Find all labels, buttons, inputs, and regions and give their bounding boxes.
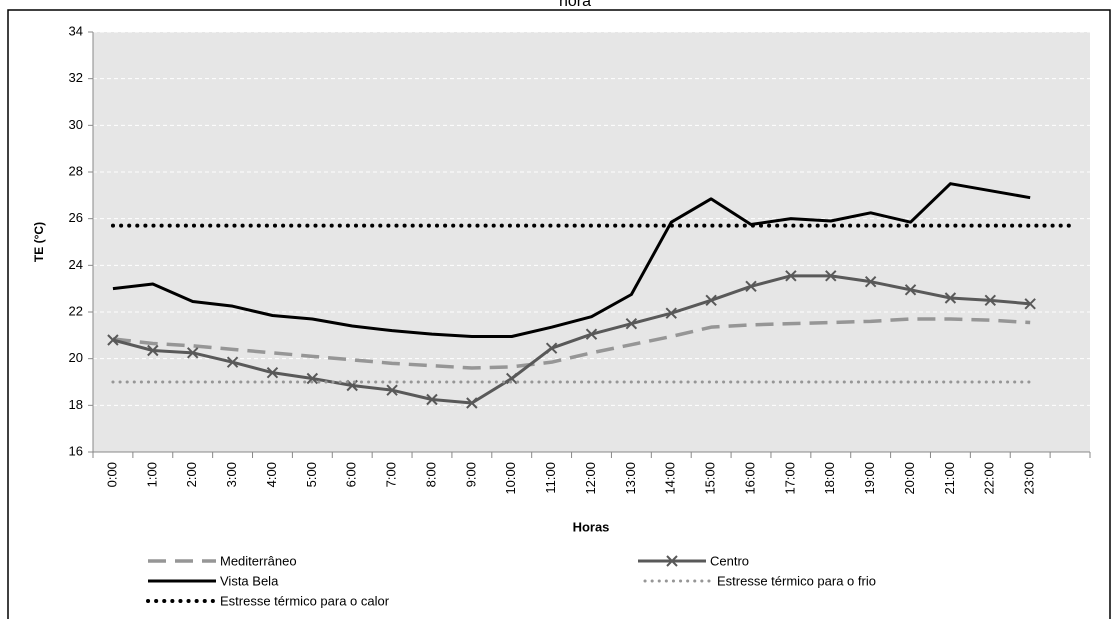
y-tick-label: 18 xyxy=(69,397,83,412)
marker xyxy=(625,317,638,330)
y-tick-label: 26 xyxy=(69,210,83,225)
x-tick-label: 20:00 xyxy=(902,462,917,495)
marker xyxy=(745,280,757,293)
marker xyxy=(904,284,917,296)
x-tick-label: 5:00 xyxy=(304,462,319,487)
chart-title: hora xyxy=(559,0,591,10)
y-tick-label: 20 xyxy=(69,350,83,365)
x-tick-label: 11:00 xyxy=(543,462,558,494)
x-tick-label: 13:00 xyxy=(623,462,638,495)
y-tick-label: 28 xyxy=(69,163,83,178)
x-tick-label: 1:00 xyxy=(144,462,159,487)
x-tick-label: 22:00 xyxy=(982,462,997,495)
x-tick-label: 18:00 xyxy=(822,462,837,495)
marker xyxy=(705,294,717,307)
marker xyxy=(226,356,239,368)
series-line xyxy=(112,182,1031,338)
marker xyxy=(107,334,119,346)
marker xyxy=(545,342,558,354)
y-tick-label: 30 xyxy=(69,117,83,132)
x-tick-label: 12:00 xyxy=(583,462,598,495)
x-tick-label: 9:00 xyxy=(463,462,478,487)
legend-label: Vista Bela xyxy=(220,573,279,588)
x-tick-label: 17:00 xyxy=(782,462,797,495)
marker xyxy=(147,344,159,357)
x-tick-label: 2:00 xyxy=(184,462,199,487)
legend-marker xyxy=(666,555,678,567)
marker xyxy=(984,294,997,307)
marker xyxy=(506,372,518,385)
marker xyxy=(864,275,877,288)
series-line xyxy=(112,317,1031,370)
y-tick-label: 34 xyxy=(69,23,83,38)
y-tick-label: 22 xyxy=(69,303,83,318)
x-tick-label: 3:00 xyxy=(224,462,239,487)
marker xyxy=(426,393,438,406)
x-tick-label: 4:00 xyxy=(264,462,279,487)
legend-label: Mediterrâneo xyxy=(220,553,297,568)
x-tick-label: 0:00 xyxy=(104,462,119,487)
y-tick-label: 16 xyxy=(69,443,83,458)
marker xyxy=(1024,298,1036,310)
x-tick-label: 16:00 xyxy=(742,462,757,495)
legend-label: Estresse térmico para o calor xyxy=(220,593,390,608)
marker xyxy=(944,292,957,304)
y-axis-title: TE (°C) xyxy=(32,222,46,262)
legend-label: Centro xyxy=(710,553,749,568)
x-tick-label: 21:00 xyxy=(942,462,957,495)
x-tick-label: 10:00 xyxy=(503,462,518,495)
marker xyxy=(266,366,279,379)
marker xyxy=(306,372,319,385)
x-tick-label: 8:00 xyxy=(423,462,438,487)
marker xyxy=(186,347,199,359)
x-tick-label: 7:00 xyxy=(384,462,399,487)
marker xyxy=(585,328,598,340)
x-tick-label: 19:00 xyxy=(862,462,877,495)
series-line xyxy=(112,274,1031,405)
marker xyxy=(466,397,478,409)
x-axis-title: Horas xyxy=(573,519,610,534)
y-tick-label: 32 xyxy=(69,70,83,85)
marker xyxy=(785,270,797,282)
marker xyxy=(825,270,837,282)
plot-area xyxy=(93,32,1090,452)
x-tick-label: 6:00 xyxy=(344,462,359,487)
marker xyxy=(386,384,398,396)
x-tick-label: 23:00 xyxy=(1022,462,1037,495)
marker xyxy=(665,307,677,319)
legend-label: Estresse térmico para o frio xyxy=(717,573,876,588)
x-tick-label: 14:00 xyxy=(663,462,678,495)
y-tick-label: 24 xyxy=(69,257,83,272)
x-tick-label: 15:00 xyxy=(703,462,718,495)
